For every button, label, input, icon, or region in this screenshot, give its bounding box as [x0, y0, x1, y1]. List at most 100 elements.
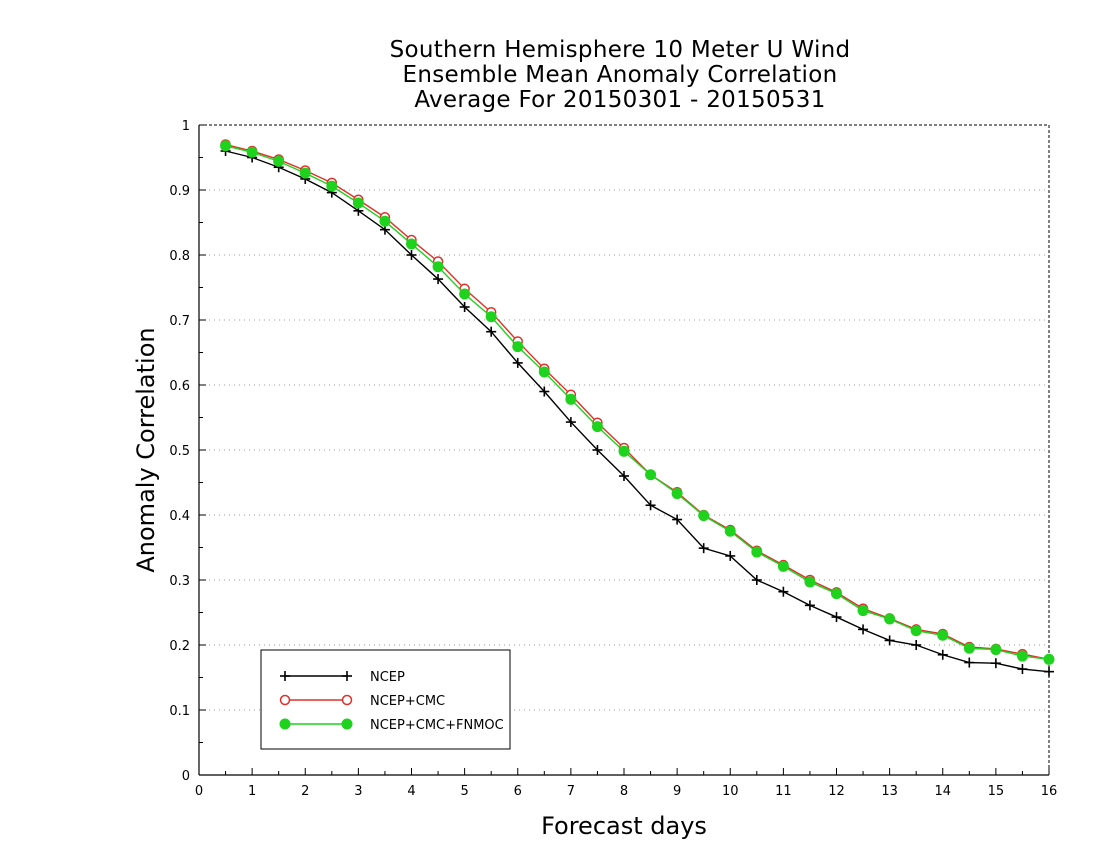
data-point-ncep — [831, 612, 842, 623]
series-ncep-cmc-fnmoc — [220, 140, 1055, 665]
series-group — [220, 139, 1055, 677]
data-point-ncep-cmc-fnmoc — [618, 445, 630, 457]
x-tick-label: 0 — [195, 784, 203, 799]
y-axis-ticks: 0 0.1 0.2 0.3 0.4 0.5 0.6 0.7 0.8 0.9 1 — [169, 119, 206, 784]
x-tick-label: 4 — [407, 784, 415, 799]
data-point-ncep — [512, 357, 523, 368]
data-point-ncep-cmc-fnmoc — [591, 421, 603, 433]
data-point-ncep-cmc-fnmoc — [1016, 650, 1028, 662]
data-point-ncep — [539, 386, 550, 397]
x-tick-label: 6 — [514, 784, 522, 799]
data-point-ncep — [433, 274, 444, 285]
data-point-ncep — [672, 514, 683, 525]
x-axis-title: Forecast days — [541, 812, 707, 840]
legend: NCEP NCEP+CMC NCEP+CMC+FNMOC — [260, 649, 511, 750]
y-tick-label: 0.6 — [169, 379, 190, 394]
data-point-ncep-cmc-fnmoc — [963, 642, 975, 654]
legend-label-ncep-cmc-fnmoc: NCEP+CMC+FNMOC — [370, 718, 504, 733]
x-tick-label: 15 — [988, 784, 1005, 799]
data-point-ncep — [911, 640, 922, 650]
x-axis-ticks: 0 1 2 3 4 5 6 7 8 9 10 11 12 13 14 15 16 — [195, 768, 1057, 799]
data-point-ncep — [884, 635, 895, 646]
legend-item-ncep-cmc-fnmoc: NCEP+CMC+FNMOC — [279, 718, 504, 733]
legend-marker-ncep — [280, 671, 290, 681]
data-point-ncep-cmc-fnmoc — [299, 167, 311, 179]
y-tick-label: 0.2 — [169, 639, 190, 654]
data-point-ncep-cmc-fnmoc — [671, 488, 683, 500]
legend-marker-ncep-cmc-fnmoc — [341, 718, 353, 730]
x-tick-label: 9 — [673, 784, 681, 799]
y-tick-label: 0.7 — [169, 314, 190, 329]
data-point-ncep-cmc-fnmoc — [379, 215, 391, 227]
x-tick-label: 10 — [722, 784, 739, 799]
series-ncep — [220, 146, 1054, 677]
data-point-ncep-cmc-fnmoc — [432, 261, 444, 273]
series-line-ncep-cmc — [225, 143, 1050, 660]
data-point-ncep-cmc-fnmoc — [246, 146, 258, 158]
x-tick-label: 11 — [775, 784, 792, 799]
y-tick-label: 0.1 — [169, 704, 190, 719]
chart-title-line-2: Ensemble Mean Anomaly Correlation — [402, 62, 838, 88]
data-point-ncep-cmc-fnmoc — [1043, 653, 1055, 665]
data-point-ncep-cmc-fnmoc — [273, 155, 285, 167]
data-point-ncep-cmc-fnmoc — [565, 393, 577, 405]
data-point-ncep-cmc-fnmoc — [884, 613, 896, 625]
y-axis-title: Anomaly Correlation — [132, 327, 160, 572]
data-point-ncep-cmc-fnmoc — [406, 238, 417, 250]
data-point-ncep — [565, 417, 576, 428]
x-tick-label: 3 — [354, 784, 362, 799]
legend-item-ncep: NCEP — [280, 670, 405, 685]
data-point-ncep-cmc-fnmoc — [937, 629, 949, 641]
series-line-ncep — [225, 150, 1050, 673]
data-point-ncep — [486, 326, 497, 337]
data-point-ncep-cmc-fnmoc — [857, 605, 869, 617]
y-tick-label: 0.5 — [169, 444, 190, 459]
chart-title-line-1: Southern Hemisphere 10 Meter U Wind — [389, 37, 851, 63]
data-point-ncep — [964, 657, 975, 668]
data-point-ncep-cmc-fnmoc — [724, 525, 736, 537]
data-point-ncep-cmc-fnmoc — [698, 510, 710, 522]
data-point-ncep-cmc-fnmoc — [804, 576, 816, 588]
series-line-ncep-cmc-fnmoc — [225, 145, 1050, 660]
data-point-ncep-cmc-fnmoc — [831, 588, 842, 600]
data-point-ncep — [645, 500, 656, 511]
legend-item-ncep-cmc: NCEP+CMC — [279, 694, 445, 709]
x-tick-label: 8 — [620, 784, 628, 799]
data-point-ncep — [778, 586, 789, 597]
x-tick-label: 7 — [567, 784, 575, 799]
legend-marker-ncep-cmc — [341, 694, 353, 706]
data-point-ncep-cmc-fnmoc — [538, 366, 550, 378]
y-tick-label: 0.3 — [169, 574, 190, 589]
x-tick-label: 12 — [828, 784, 845, 799]
data-point-ncep — [725, 550, 736, 561]
data-point-ncep — [698, 543, 709, 554]
legend-label-ncep: NCEP — [370, 670, 405, 685]
data-point-ncep-cmc-fnmoc — [751, 546, 763, 558]
y-tick-label: 1 — [182, 119, 190, 134]
series-ncep-cmc — [220, 139, 1055, 665]
y-tick-label: 0 — [182, 769, 190, 784]
data-point-ncep-cmc-fnmoc — [512, 341, 524, 353]
data-point-ncep-cmc-fnmoc — [352, 197, 364, 209]
x-tick-label: 2 — [301, 784, 309, 799]
data-point-ncep — [1017, 664, 1028, 675]
data-point-ncep-cmc-fnmoc — [485, 311, 497, 323]
x-tick-label: 14 — [934, 784, 951, 799]
legend-marker-ncep — [342, 671, 352, 681]
data-point-ncep — [1044, 666, 1054, 677]
legend-label-ncep-cmc: NCEP+CMC — [370, 694, 445, 709]
data-point-ncep-cmc-fnmoc — [645, 469, 657, 481]
data-point-ncep — [619, 471, 629, 481]
chart-title-line-3: Average For 20150301 - 20150531 — [414, 87, 826, 113]
y-tick-label: 0.8 — [169, 249, 190, 264]
x-tick-label: 13 — [881, 784, 898, 799]
data-point-ncep-cmc-fnmoc — [220, 140, 232, 152]
x-tick-label: 1 — [248, 784, 256, 799]
y-tick-label: 0.4 — [169, 509, 190, 524]
legend-marker-ncep-cmc — [279, 694, 291, 706]
data-point-ncep — [990, 658, 1001, 669]
data-point-ncep — [406, 250, 417, 260]
y-tick-label: 0.9 — [169, 184, 190, 199]
data-point-ncep — [459, 302, 470, 312]
